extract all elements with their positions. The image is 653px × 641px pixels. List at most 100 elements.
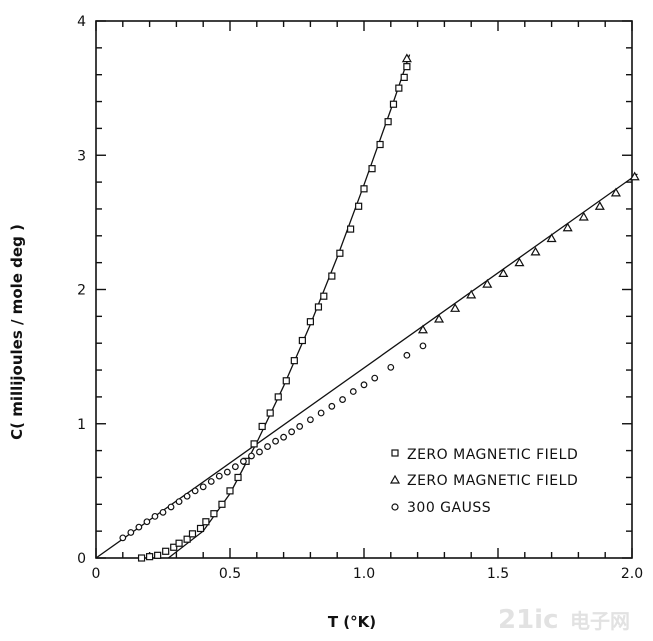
- circle-point: [272, 437, 279, 445]
- y-tick-label: 4: [77, 14, 86, 30]
- square-point: [202, 518, 210, 526]
- square-point: [226, 487, 234, 495]
- square-point: [170, 543, 178, 551]
- square-point: [183, 535, 191, 543]
- x-tick-label: 0: [92, 566, 101, 582]
- square-point: [146, 553, 154, 561]
- y-axis-tick-labels: 0 1 2 3 4: [77, 14, 86, 567]
- circle-point: [231, 463, 239, 471]
- square-point: [400, 73, 408, 81]
- square-point: [360, 185, 368, 193]
- y-axis-ticks: [96, 20, 632, 559]
- x-axis-tick-labels: 0 0.5 1.0 1.5 2.0: [92, 566, 644, 582]
- square-point: [218, 500, 226, 508]
- data-markers: [119, 53, 640, 562]
- triangle-point: [578, 211, 589, 221]
- square-point: [137, 554, 146, 562]
- circle-point: [119, 534, 127, 542]
- triangle-point: [498, 268, 509, 277]
- triangle-point: [466, 289, 477, 299]
- square-point: [250, 440, 258, 448]
- square-point: [395, 84, 403, 92]
- square-point: [368, 165, 376, 173]
- square-point: [162, 547, 170, 555]
- square-point: [355, 202, 363, 210]
- square-point: [282, 377, 290, 385]
- x-tick-label: 1.0: [353, 566, 375, 582]
- square-point: [403, 63, 411, 71]
- watermark-text: 21ic: [498, 605, 559, 635]
- x-axis-ticks: [95, 21, 633, 558]
- triangle-point: [594, 201, 605, 210]
- triangle-point: [434, 313, 445, 323]
- x-axis-title: T (°K): [328, 613, 376, 631]
- x-tick-label: 2.0: [621, 566, 643, 582]
- circle-point: [360, 381, 368, 389]
- watermark-subtext: 电子网: [570, 609, 630, 633]
- square-point: [306, 318, 314, 326]
- circle-point: [387, 363, 395, 371]
- square-point: [336, 249, 344, 257]
- circle-point: [127, 529, 135, 536]
- square-point: [389, 100, 398, 108]
- circle-point: [248, 452, 255, 460]
- y-tick-label: 3: [77, 148, 86, 164]
- circle-point: [167, 503, 175, 511]
- circle-point: [191, 487, 199, 495]
- circle-point: [317, 409, 325, 417]
- triangle-point: [401, 53, 412, 63]
- circle-point: [239, 457, 247, 465]
- circle-point: [159, 508, 167, 516]
- circle-point: [288, 428, 296, 436]
- square-point: [175, 539, 183, 547]
- square-point: [188, 530, 197, 538]
- circle-point: [339, 396, 346, 403]
- triangle-point: [482, 278, 493, 288]
- triangle-point: [629, 171, 640, 181]
- circle-point: [183, 492, 191, 500]
- circle-point: [419, 342, 427, 350]
- square-point: [210, 510, 218, 518]
- circle-point: [256, 448, 263, 456]
- square-point: [314, 303, 323, 311]
- y-tick-label: 0: [77, 551, 86, 567]
- square-point: [320, 292, 328, 300]
- legend-label-circle: 300 GAUSS: [407, 500, 491, 516]
- fit-line-steep-fit: [168, 54, 411, 559]
- triangle-point: [562, 222, 573, 232]
- watermark: 21ic 电子网: [498, 605, 630, 635]
- circle-point: [307, 416, 314, 424]
- circle-point: [280, 433, 288, 441]
- triangle-point: [530, 246, 541, 256]
- square-point: [376, 140, 384, 149]
- triangle-point: [450, 303, 461, 312]
- circle-point: [135, 523, 143, 531]
- x-tick-label: 0.5: [219, 566, 241, 582]
- circle-point: [199, 483, 207, 491]
- circle-point: [371, 374, 379, 382]
- triangle-point: [417, 324, 428, 334]
- legend-triangle-marker: [389, 474, 401, 484]
- circle-point: [328, 402, 336, 410]
- square-point: [154, 551, 162, 559]
- y-axis-title: C( millijoules / mole deg ): [8, 224, 26, 440]
- square-point: [266, 409, 274, 417]
- x-tick-label: 1.5: [487, 566, 509, 582]
- circle-point: [264, 443, 271, 450]
- circle-point: [403, 351, 411, 359]
- triangle-point: [514, 257, 525, 267]
- legend-circle-marker: [391, 503, 399, 511]
- y-tick-label: 1: [77, 417, 86, 433]
- circle-point: [207, 478, 215, 485]
- legend-square-marker: [391, 449, 399, 457]
- square-point: [290, 357, 298, 365]
- circle-point: [349, 388, 357, 395]
- square-point: [384, 118, 392, 126]
- square-point: [274, 393, 282, 401]
- circle-point: [296, 423, 304, 430]
- legend-label-triangle: ZERO MAGNETIC FIELD: [407, 473, 578, 489]
- circle-point: [215, 472, 223, 480]
- square-point: [258, 422, 266, 431]
- circle-point: [223, 468, 231, 476]
